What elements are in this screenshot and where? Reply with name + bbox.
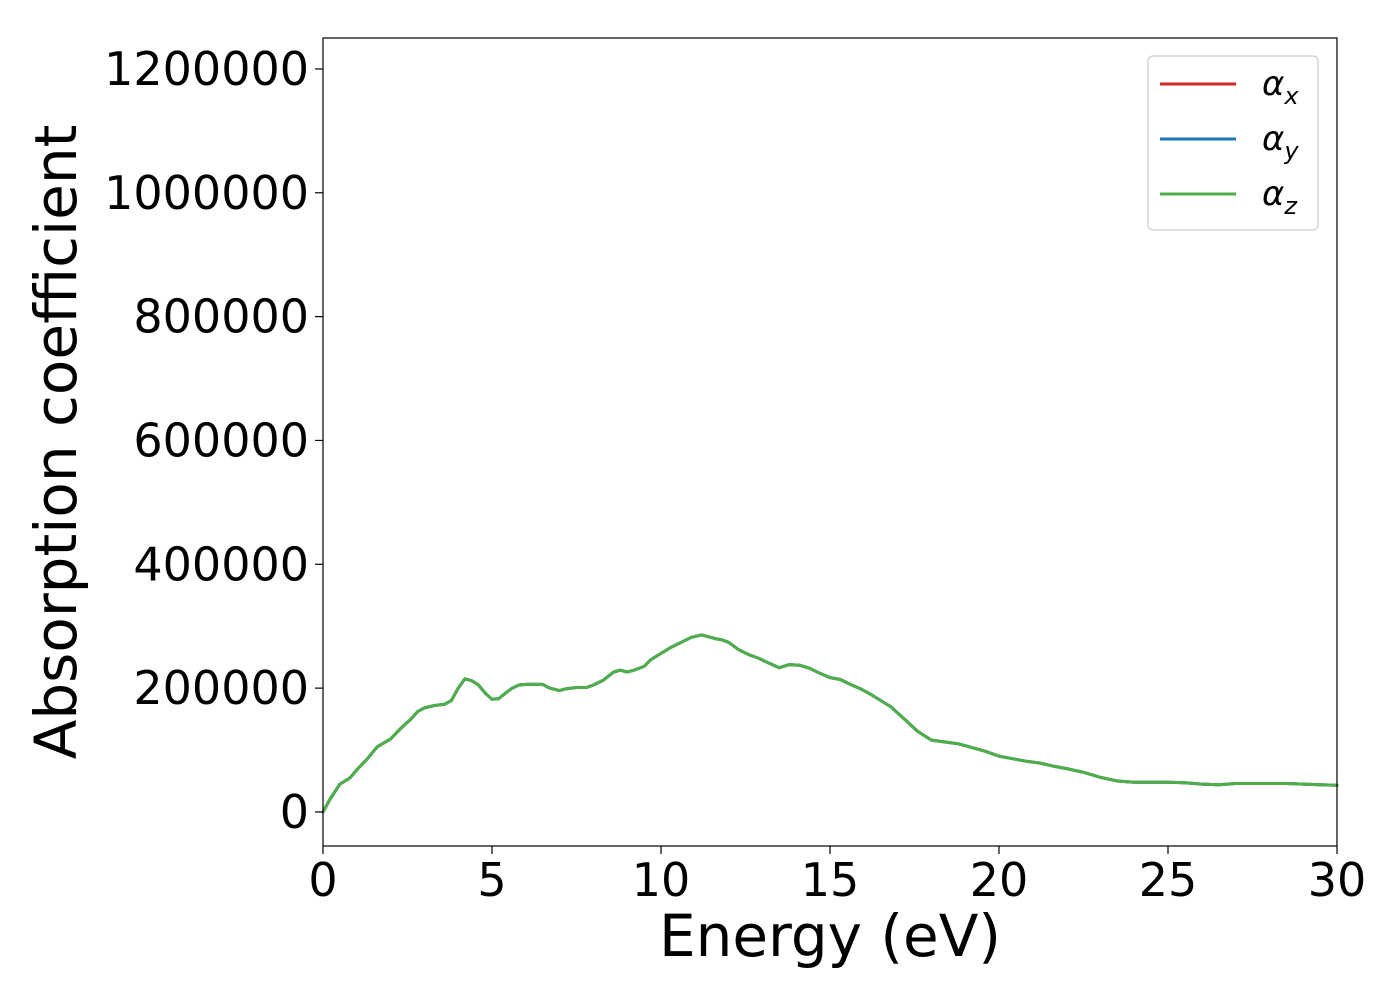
x-axis: 0 5 10 15 20 25 30 bbox=[308, 846, 1366, 907]
series-line-z bbox=[321, 633, 1339, 814]
y-tick-label: 1200000 bbox=[104, 42, 309, 96]
x-tick-label: 30 bbox=[1308, 853, 1367, 907]
y-axis: 0 200000 400000 600000 800000 1000000 1200000 bbox=[104, 42, 323, 839]
x-axis-title: Energy (eV) bbox=[659, 902, 1001, 970]
x-tick-label: 0 bbox=[308, 853, 337, 907]
y-tick-label: 0 bbox=[280, 785, 309, 839]
legend-label-y: αy bbox=[1262, 119, 1299, 165]
y-tick-label: 600000 bbox=[133, 413, 309, 467]
legend-symbol: α bbox=[1262, 64, 1284, 104]
x-tick-label: 10 bbox=[632, 853, 691, 907]
y-tick-label: 400000 bbox=[133, 537, 309, 591]
y-tick-label: 800000 bbox=[133, 290, 309, 344]
legend-subscript: z bbox=[1283, 192, 1298, 220]
legend-label-x: αx bbox=[1262, 64, 1299, 110]
x-tick-label: 5 bbox=[477, 853, 506, 907]
legend-symbol: α bbox=[1262, 119, 1284, 159]
legend-symbol: α bbox=[1262, 174, 1284, 214]
series-layer bbox=[321, 633, 1339, 814]
x-tick-label: 15 bbox=[801, 853, 860, 907]
x-tick-label: 20 bbox=[970, 853, 1029, 907]
legend-subscript: x bbox=[1283, 82, 1299, 110]
legend-subscript: y bbox=[1283, 137, 1299, 165]
legend-label-z: αz bbox=[1262, 174, 1298, 220]
legend-box bbox=[1147, 55, 1319, 231]
x-tick-label: 25 bbox=[1139, 853, 1198, 907]
y-tick-label: 1000000 bbox=[104, 166, 309, 220]
y-axis-title: Absorption coefficient bbox=[22, 125, 90, 760]
y-tick-label: 200000 bbox=[133, 661, 309, 715]
